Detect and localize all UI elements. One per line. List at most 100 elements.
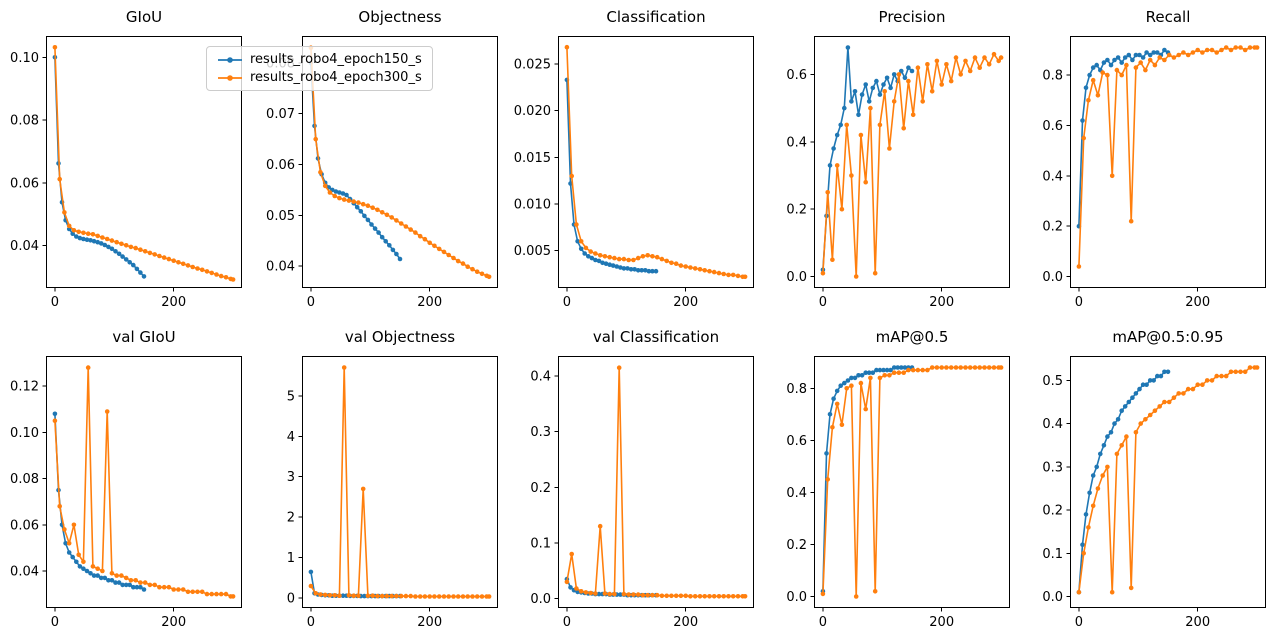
subplot-precision: Precision 0.0 0.2 0.4 0.6 0 200 — [768, 0, 1024, 320]
svg-text:0.0: 0.0 — [786, 270, 807, 285]
legend-label: results_robo4_epoch300_s — [250, 70, 422, 85]
svg-text:0: 0 — [563, 615, 571, 630]
svg-text:0: 0 — [563, 295, 571, 310]
subplot-canvas-map-05: 0.0 0.2 0.4 0.6 0.8 0 200 — [786, 356, 1010, 630]
svg-text:0.1: 0.1 — [530, 536, 551, 551]
svg-text:200: 200 — [417, 295, 442, 310]
svg-text:0: 0 — [287, 592, 295, 607]
subplot-title-val-giou: val GIoU — [112, 328, 176, 346]
subplot-map-05-095: mAP@0.5:0.95 0.0 0.1 0.2 0.3 0.4 0.5 0 200 — [1024, 320, 1280, 640]
svg-text:0.04: 0.04 — [10, 565, 39, 580]
svg-text:0.4: 0.4 — [786, 135, 807, 150]
svg-text:0.6: 0.6 — [786, 434, 807, 449]
svg-text:200: 200 — [673, 615, 698, 630]
svg-text:3: 3 — [287, 470, 295, 485]
subplot-title-val-objectness: val Objectness — [344, 328, 456, 346]
svg-text:0.6: 0.6 — [1042, 119, 1063, 134]
svg-text:0.12: 0.12 — [10, 380, 39, 395]
svg-text:0: 0 — [307, 615, 315, 630]
svg-text:0.2: 0.2 — [786, 538, 807, 553]
subplot-canvas-val-objectness: 0 1 2 3 4 5 0 200 — [287, 356, 498, 630]
subplot-recall: Recall 0.0 0.2 0.4 0.6 0.8 0 200 — [1024, 0, 1280, 320]
subplot-title-map-05-095: mAP@0.5:0.95 — [1112, 328, 1224, 346]
svg-text:200: 200 — [929, 295, 954, 310]
subplot-canvas-map-05-095: 0.0 0.1 0.2 0.3 0.4 0.5 0 200 — [1042, 356, 1266, 630]
legend-line-marker-icon — [218, 74, 242, 81]
svg-text:0.0: 0.0 — [786, 590, 807, 605]
svg-text:0.0: 0.0 — [530, 592, 551, 607]
svg-text:0.08: 0.08 — [10, 472, 39, 487]
svg-text:0.05: 0.05 — [266, 209, 295, 224]
svg-text:0.06: 0.06 — [266, 158, 295, 173]
svg-text:0: 0 — [819, 295, 827, 310]
subplot-canvas-val-giou: 0.04 0.06 0.08 0.10 0.12 0 200 — [10, 356, 242, 630]
subplot-title-map-05: mAP@0.5 — [875, 328, 949, 346]
svg-text:0.10: 0.10 — [10, 426, 39, 441]
svg-text:0.5: 0.5 — [1042, 374, 1063, 389]
subplot-title-objectness: Objectness — [358, 8, 442, 26]
svg-text:0.08: 0.08 — [10, 114, 39, 129]
svg-text:200: 200 — [673, 295, 698, 310]
svg-text:0.2: 0.2 — [530, 481, 551, 496]
legend-label: results_robo4_epoch150_s — [250, 52, 422, 67]
svg-text:0.07: 0.07 — [266, 107, 295, 122]
svg-text:0.06: 0.06 — [10, 518, 39, 533]
svg-text:200: 200 — [161, 295, 186, 310]
svg-text:0.04: 0.04 — [266, 260, 295, 275]
svg-text:0.015: 0.015 — [514, 151, 551, 166]
subplot-canvas-recall: 0.0 0.2 0.4 0.6 0.8 0 200 — [1042, 36, 1266, 310]
svg-text:0.4: 0.4 — [1042, 169, 1063, 184]
subplot-map-05: mAP@0.5 0.0 0.2 0.4 0.6 0.8 0 200 — [768, 320, 1024, 640]
subplot-canvas-val-classification: 0.0 0.1 0.2 0.3 0.4 0 200 — [530, 356, 754, 630]
subplot-title-giou: GIoU — [125, 8, 163, 26]
legend: results_robo4_epoch150_s results_robo4_ep… — [206, 46, 433, 91]
legend-item: results_robo4_epoch150_s — [217, 52, 422, 67]
svg-text:0.005: 0.005 — [514, 244, 551, 259]
svg-text:0: 0 — [51, 615, 59, 630]
subplot-title-classification: Classification — [606, 8, 706, 26]
svg-text:0: 0 — [1075, 615, 1083, 630]
subplot-canvas-giou: 0.04 0.06 0.08 0.10 0 200 — [10, 36, 242, 310]
legend-line-marker-icon — [218, 56, 242, 63]
subplot-title-val-classification: val Classification — [592, 328, 720, 346]
svg-text:200: 200 — [417, 615, 442, 630]
svg-text:0.020: 0.020 — [514, 104, 551, 119]
svg-text:0.025: 0.025 — [514, 58, 551, 73]
svg-text:5: 5 — [287, 389, 295, 404]
svg-text:0.10: 0.10 — [10, 51, 39, 66]
svg-text:0: 0 — [819, 615, 827, 630]
svg-text:200: 200 — [1185, 295, 1210, 310]
svg-text:1: 1 — [287, 551, 295, 566]
svg-text:0.4: 0.4 — [530, 370, 551, 385]
svg-text:0.3: 0.3 — [1042, 460, 1063, 475]
svg-text:0.2: 0.2 — [1042, 220, 1063, 235]
subplot-classification: Classification 0.005 0.010 0.015 0.020 0.025 0… — [512, 0, 768, 320]
svg-text:0.3: 0.3 — [530, 425, 551, 440]
subplot-val-giou: val GIoU 0.04 0.06 0.08 0.10 0.12 0 200 — [0, 320, 256, 640]
subplot-canvas-classification: 0.005 0.010 0.015 0.020 0.025 0 200 — [514, 36, 754, 310]
svg-text:200: 200 — [929, 615, 954, 630]
svg-text:0: 0 — [51, 295, 59, 310]
svg-text:200: 200 — [161, 615, 186, 630]
svg-text:0.4: 0.4 — [1042, 417, 1063, 432]
svg-text:0: 0 — [1075, 295, 1083, 310]
svg-text:0.010: 0.010 — [514, 198, 551, 213]
subplot-title-recall: Recall — [1145, 8, 1191, 26]
svg-text:0.2: 0.2 — [1042, 504, 1063, 519]
svg-text:0.1: 0.1 — [1042, 547, 1063, 562]
svg-text:0.04: 0.04 — [10, 239, 39, 254]
subplot-canvas-precision: 0.0 0.2 0.4 0.6 0 200 — [786, 36, 1010, 310]
subplot-val-objectness: val Objectness 0 1 2 3 4 5 0 200 — [256, 320, 512, 640]
svg-text:2: 2 — [287, 511, 295, 526]
svg-text:0.2: 0.2 — [786, 203, 807, 218]
svg-text:0.06: 0.06 — [10, 176, 39, 191]
subplot-title-precision: Precision — [878, 8, 946, 26]
subplot-val-classification: val Classification 0.0 0.1 0.2 0.3 0.4 0 200 — [512, 320, 768, 640]
svg-text:0: 0 — [307, 295, 315, 310]
svg-text:0.4: 0.4 — [786, 486, 807, 501]
svg-text:0.8: 0.8 — [1042, 69, 1063, 84]
svg-text:4: 4 — [287, 430, 295, 445]
svg-text:0.8: 0.8 — [786, 382, 807, 397]
